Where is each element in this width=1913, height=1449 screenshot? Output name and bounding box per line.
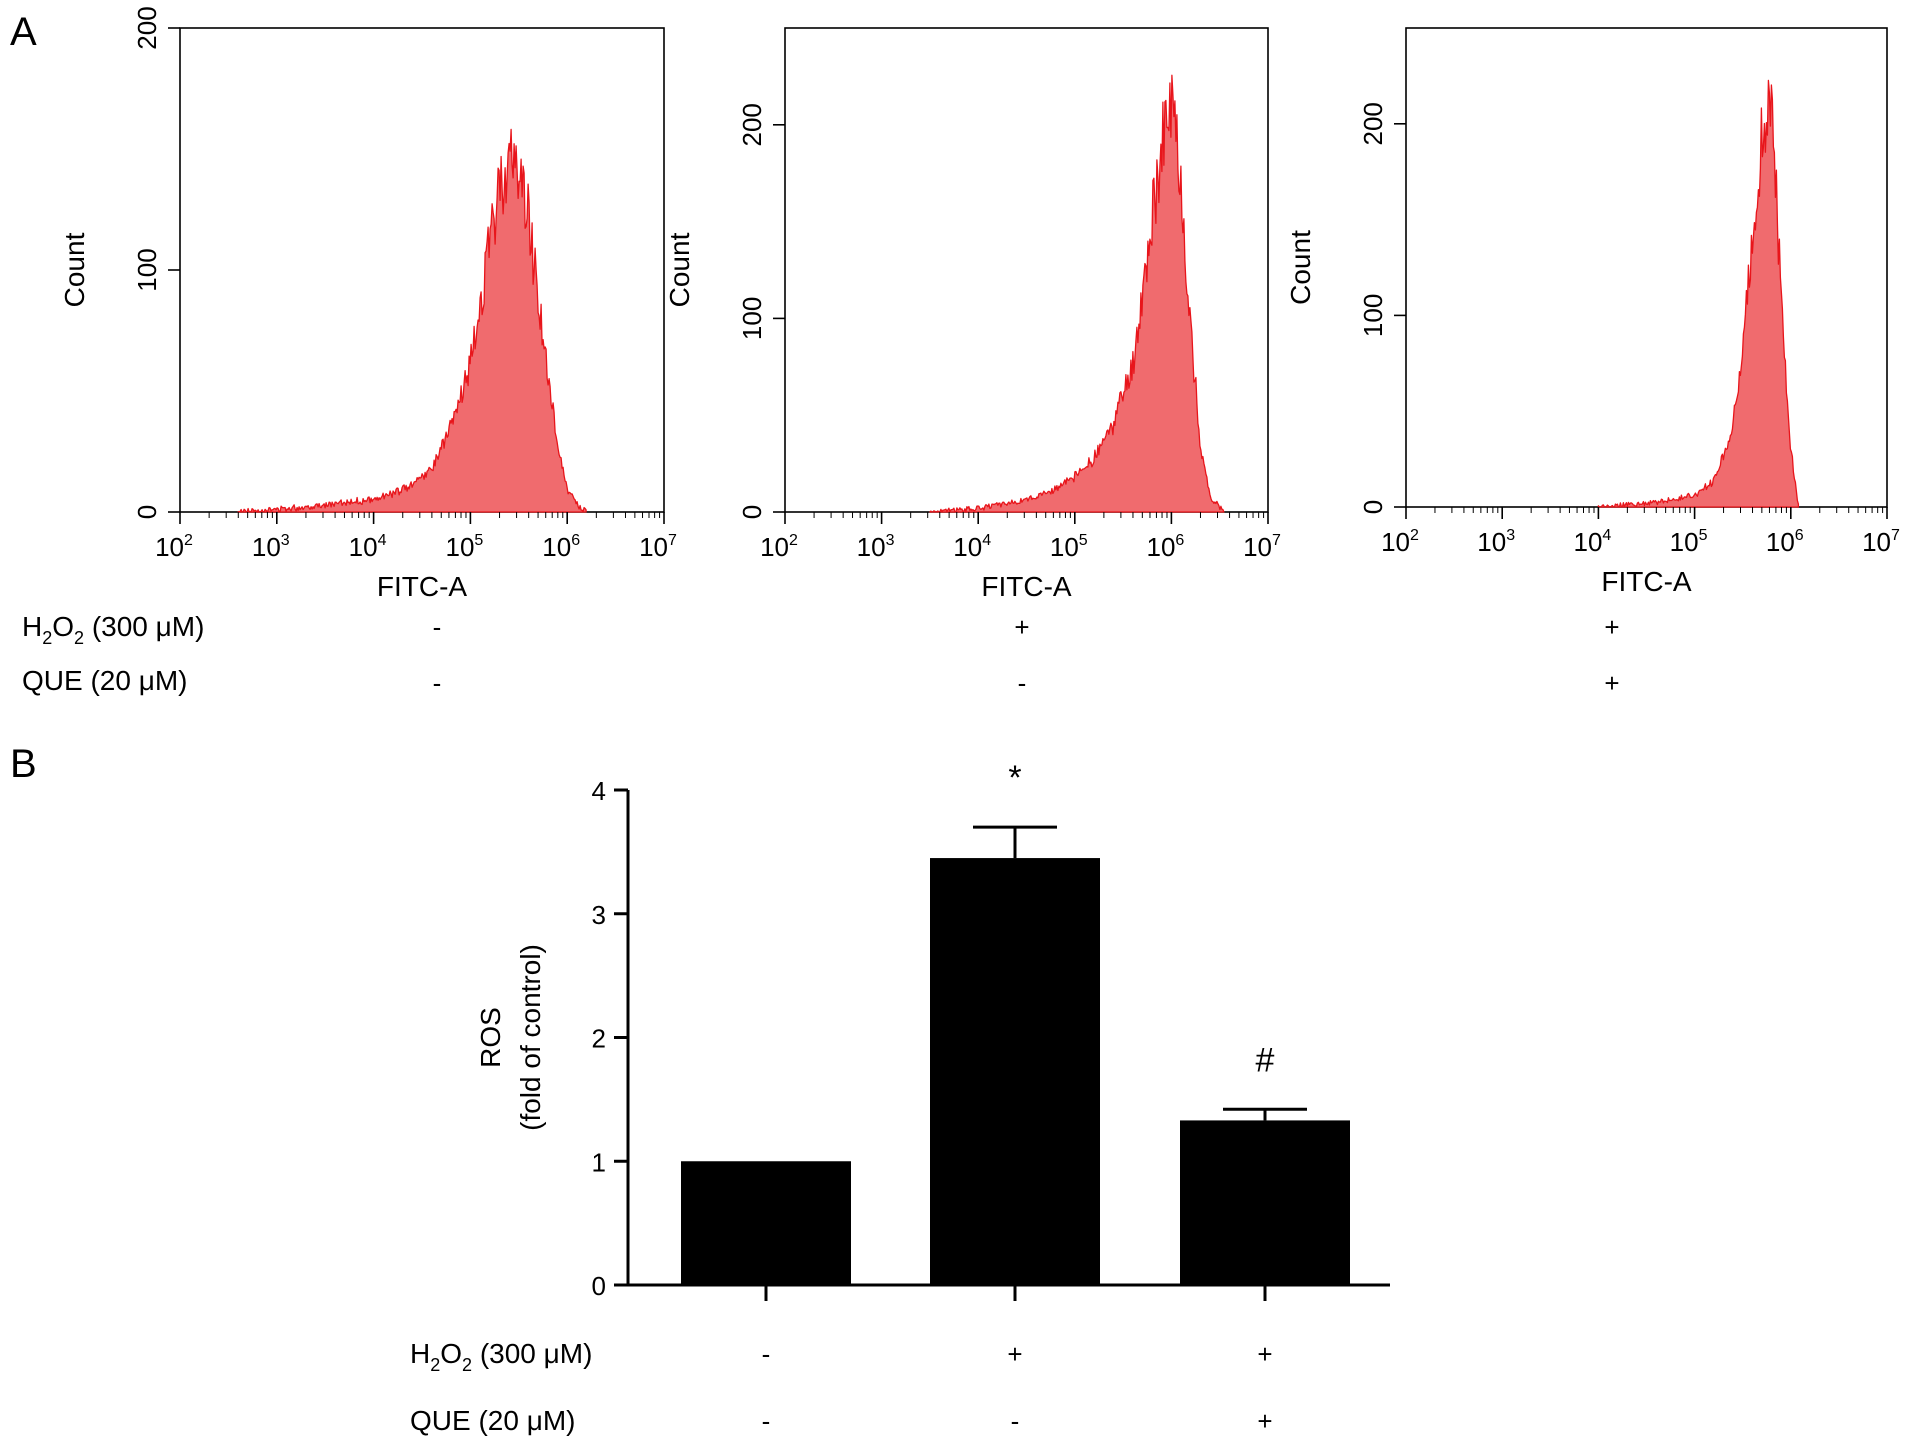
x-tick-label: 105: [1050, 532, 1088, 562]
x-tick-label: 104: [1573, 527, 1611, 557]
condition-sign: +: [1604, 668, 1619, 698]
bar-chart-ros: 0 1 2 3 4 * # ROS (fold of control): [475, 759, 1390, 1301]
condition-sign: +: [1604, 612, 1619, 642]
x-tick-label: 104: [953, 532, 991, 562]
x-tick-label: 107: [1862, 527, 1900, 557]
histogram-area: [929, 74, 1225, 513]
x-tick-label: 102: [760, 532, 798, 562]
panel-label-a: A: [10, 10, 37, 54]
y-tick-label: 0: [132, 505, 162, 519]
significance-marker: *: [1008, 759, 1021, 797]
x-axis-label: FITC-A: [377, 571, 468, 602]
x-tick-label: 105: [1670, 527, 1708, 557]
bar: [930, 858, 1100, 1285]
x-tick-label: 106: [1146, 532, 1184, 562]
y-tick-label: 4: [592, 776, 606, 806]
y-axis-label: Count: [1285, 230, 1316, 305]
x-tick-label: 106: [1766, 527, 1804, 557]
y-tick-label: 1: [592, 1147, 606, 1177]
y-tick-label: 100: [1358, 294, 1388, 337]
y-tick-label: 2: [592, 1024, 606, 1054]
significance-marker: #: [1256, 1041, 1275, 1079]
condition-label-h2o2: H2O2 (300 μM): [22, 611, 204, 648]
x-tick-label: 104: [349, 532, 387, 562]
bar: [1180, 1120, 1350, 1285]
y-tick-label: 200: [132, 6, 162, 49]
x-tick-label: 107: [639, 532, 677, 562]
condition-sign: +: [1257, 1406, 1272, 1436]
condition-sign: -: [762, 1406, 771, 1436]
panel-label-b: B: [10, 742, 37, 786]
condition-table-b: H2O2 (300 μM) QUE (20 μM) - + + - - +: [410, 1338, 1273, 1436]
x-tick-label: 103: [857, 532, 895, 562]
y-axis-label-line2: (fold of control): [515, 944, 546, 1131]
y-tick-label: 100: [737, 297, 767, 340]
y-tick-label: 200: [737, 103, 767, 146]
condition-table-a: H2O2 (300 μM) QUE (20 μM) - + + - - +: [22, 611, 1620, 698]
histogram-panel-2: 102 103 104 105 106 107 0 100 200 FITC-A Count: [664, 27, 1281, 602]
condition-label-que: QUE (20 μM): [410, 1405, 575, 1436]
x-axis-label: FITC-A: [981, 571, 1072, 602]
x-tick-label: 102: [155, 532, 193, 562]
y-axis-label-line1: ROS: [475, 1007, 506, 1068]
condition-sign: -: [1018, 668, 1027, 698]
x-tick-label: 105: [445, 532, 483, 562]
histogram-panel-3: 102 103 104 105 106 107 0 100 200 FITC-A Count: [1285, 27, 1900, 597]
condition-sign: -: [1011, 1406, 1020, 1436]
y-tick-label: 100: [132, 248, 162, 291]
condition-sign: -: [433, 668, 442, 698]
condition-sign: +: [1257, 1339, 1272, 1369]
condition-sign: -: [762, 1339, 771, 1369]
y-axis-label: Count: [59, 232, 90, 307]
condition-sign: -: [433, 612, 442, 642]
plot-frame: [1405, 27, 1888, 508]
condition-label-que: QUE (20 μM): [22, 665, 187, 696]
plot-frame: [179, 27, 665, 513]
x-tick-label: 107: [1243, 532, 1281, 562]
y-tick-label: 0: [592, 1271, 606, 1301]
y-axis-label: Count: [664, 232, 695, 307]
histogram-area: [1597, 79, 1800, 508]
bar: [681, 1161, 851, 1285]
x-axis-label: FITC-A: [1601, 566, 1692, 597]
histogram-area: [237, 128, 587, 513]
condition-sign: +: [1014, 612, 1029, 642]
x-tick-label: 106: [542, 532, 580, 562]
histogram-panel-1: 102 103 104 105 106 107 0 100 200 FITC-A Count: [59, 6, 677, 602]
x-tick-label: 103: [252, 532, 290, 562]
condition-sign: +: [1007, 1339, 1022, 1369]
y-tick-label: 0: [737, 505, 767, 519]
y-tick-label: 0: [1358, 500, 1388, 514]
y-tick-label: 200: [1358, 102, 1388, 145]
x-tick-label: 103: [1477, 527, 1515, 557]
condition-label-h2o2: H2O2 (300 μM): [410, 1338, 592, 1375]
x-tick-label: 102: [1381, 527, 1419, 557]
y-tick-label: 3: [592, 900, 606, 930]
